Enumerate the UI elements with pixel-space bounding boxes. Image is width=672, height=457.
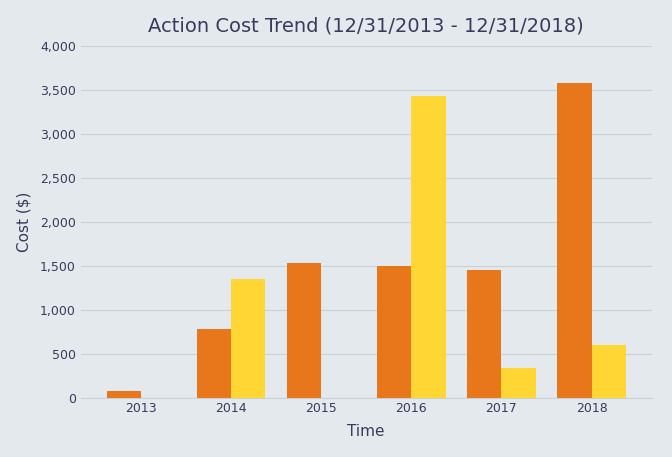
Bar (467, 270, 501, 398)
X-axis label: Time: Time (347, 424, 385, 439)
Bar (557, 83, 591, 398)
Y-axis label: Cost ($): Cost ($) (17, 191, 32, 252)
Bar (377, 266, 411, 398)
Bar (287, 263, 321, 398)
Bar (501, 368, 536, 398)
Bar (411, 96, 446, 398)
Bar (231, 279, 265, 398)
Bar (591, 345, 626, 398)
Bar (197, 329, 231, 398)
Title: Action Cost Trend (12/31/2013 - 12/31/2018): Action Cost Trend (12/31/2013 - 12/31/20… (149, 17, 584, 36)
Bar (107, 391, 141, 398)
